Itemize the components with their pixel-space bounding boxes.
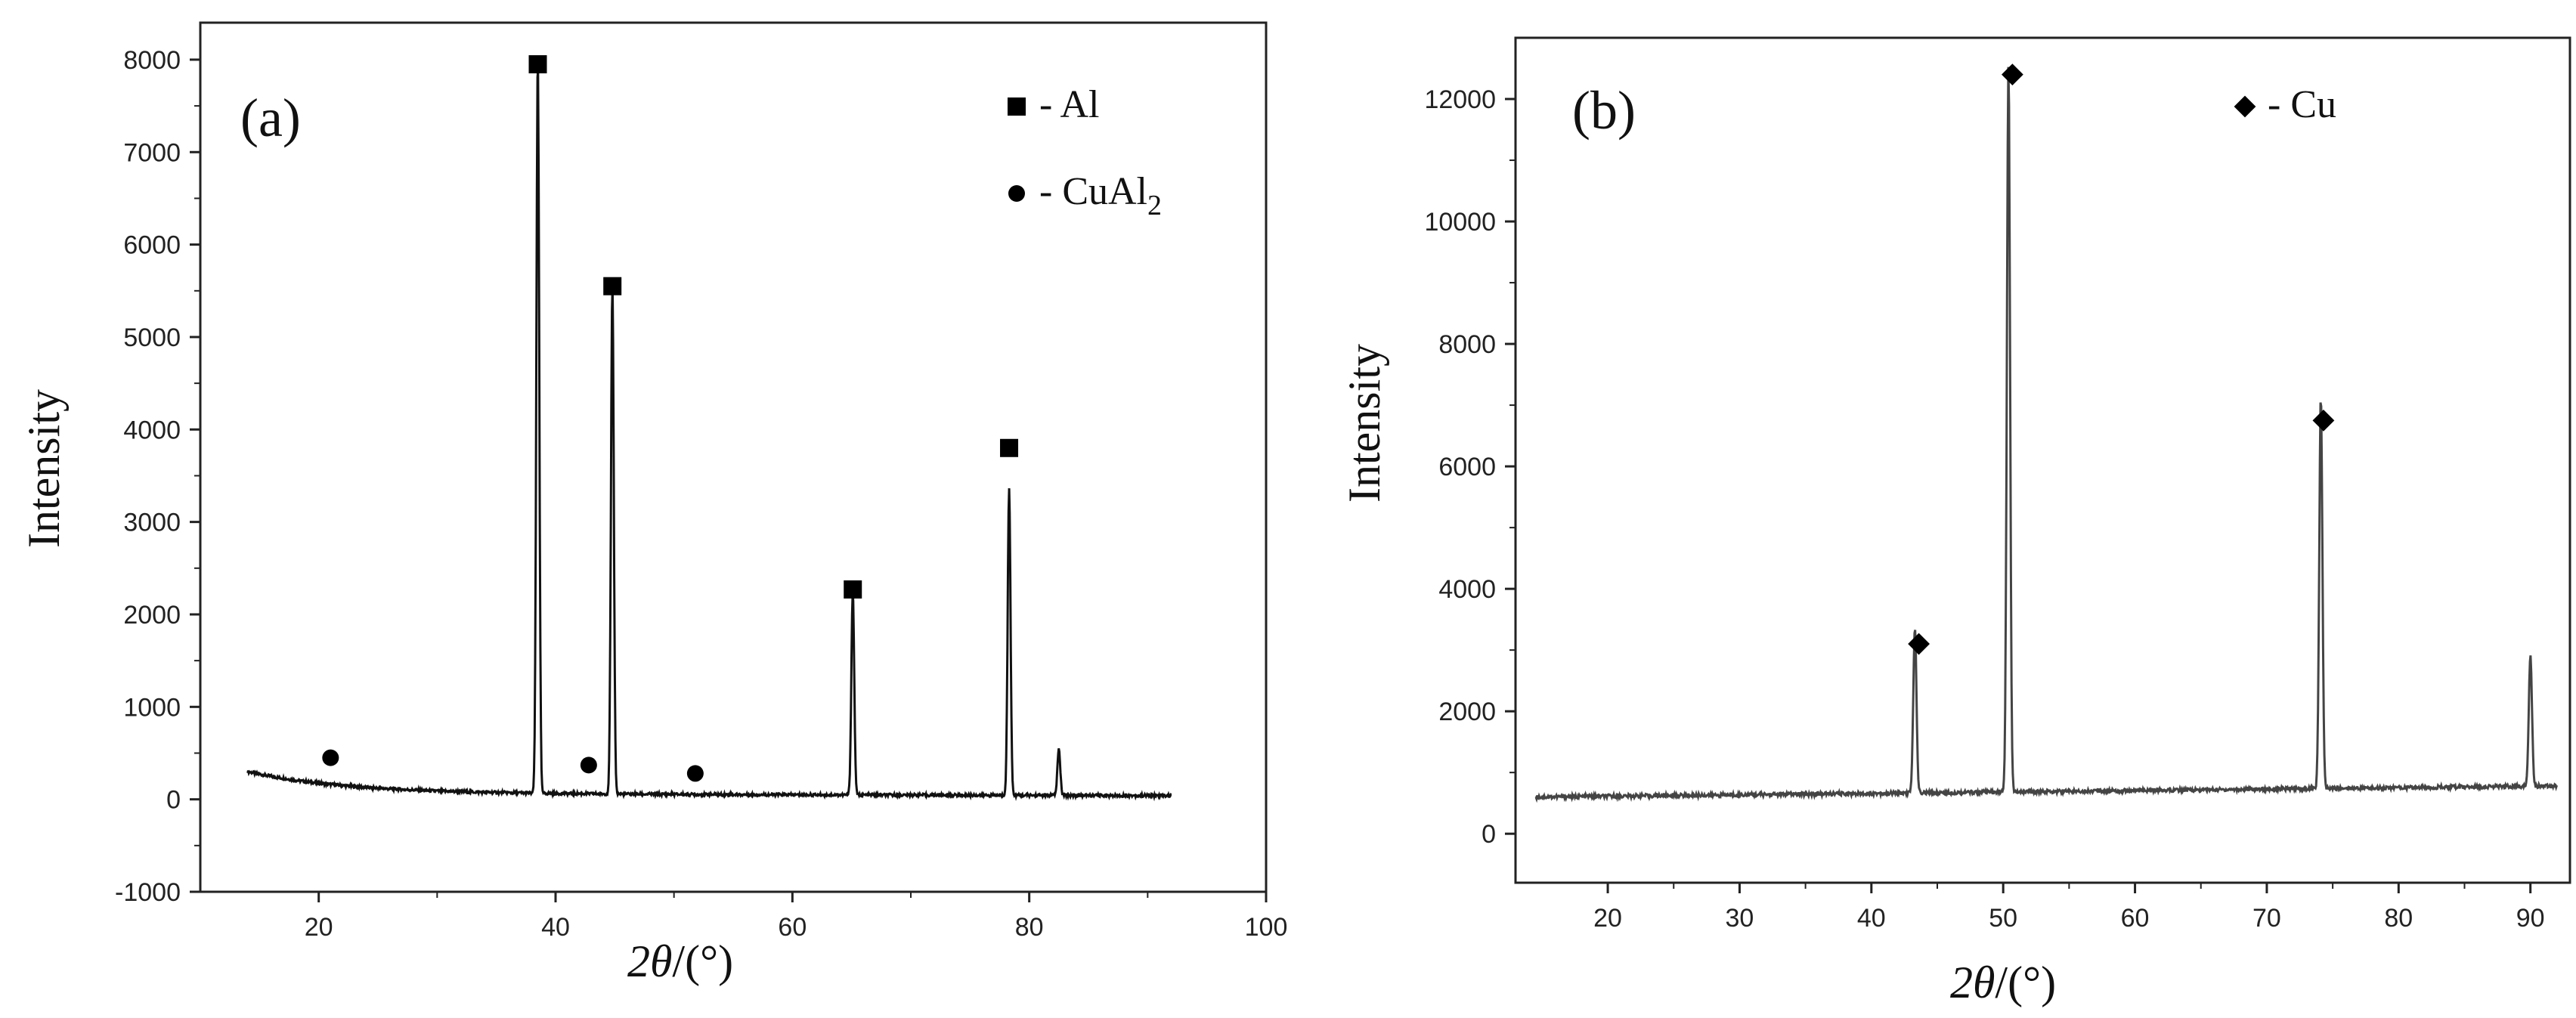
- y-tick-label: 1000: [123, 693, 181, 722]
- y-tick-label: 0: [1482, 820, 1496, 849]
- x-tick-label: 30: [1726, 904, 1754, 933]
- chart-panel-a: -1000 0 1000 2000 3000 4000 5000 6000 7000 8000 2…: [19, 21, 1288, 986]
- y-tick-label: 12000: [1424, 85, 1496, 114]
- legend-label-text: - Cu: [2268, 83, 2336, 126]
- y-tick-label: 4000: [1438, 575, 1496, 604]
- legend-symbol-circle: [1008, 185, 1025, 202]
- phase-markers-a: [322, 55, 1019, 782]
- legend-label: - Cu: [2268, 83, 2336, 126]
- legend-label-text: - CuAl: [1039, 170, 1147, 213]
- x-axis-unit-a: /(°): [672, 936, 733, 986]
- y-tick-label: 6000: [123, 231, 181, 260]
- y-axis-label-a: Intensity: [19, 389, 69, 548]
- panel-label-b: (b): [1572, 80, 1636, 141]
- chart-panel-b: 0 2000 4000 6000 8000 10000 12000 20 30 40 50 60 70…: [1339, 36, 2571, 1007]
- x-tick-label: 20: [1593, 904, 1622, 933]
- x-ticks-a: 20 40 60 80 100: [305, 892, 1288, 942]
- phase-marker-cual2: [322, 749, 339, 766]
- x-tick-label: 100: [1245, 913, 1288, 942]
- phase-marker-cu: [2312, 409, 2335, 432]
- y-tick-label: 8000: [123, 46, 181, 75]
- phase-marker-al: [603, 277, 622, 295]
- x-axis-symbol-b: 2θ: [1950, 958, 1995, 1007]
- xrd-trace-b: [1534, 67, 2559, 803]
- phase-marker-cual2: [686, 765, 704, 782]
- y-ticks-b: 0 2000 4000 6000 8000 10000 12000: [1424, 85, 1516, 849]
- legend-b: - Cu: [2234, 83, 2336, 126]
- legend-label: - Al: [1039, 83, 1099, 126]
- x-tick-label: 50: [1989, 904, 2017, 933]
- y-tick-label: 2000: [123, 601, 181, 630]
- phase-markers-b: [1908, 63, 2335, 655]
- x-axis-label-a: 2θ/(°): [627, 936, 733, 986]
- y-tick-label: 8000: [1438, 330, 1496, 359]
- x-tick-label: 80: [1015, 913, 1044, 942]
- y-tick-label: 0: [166, 786, 181, 815]
- x-tick-label: 40: [541, 913, 570, 942]
- y-tick-label: 4000: [123, 416, 181, 444]
- legend-label-text: - Al: [1039, 83, 1099, 126]
- y-tick-label: 3000: [123, 509, 181, 537]
- plot-frame-b: [1514, 36, 2571, 884]
- plot-frame-a: [199, 21, 1268, 893]
- x-tick-label: 90: [2516, 904, 2545, 933]
- y-tick-label: 5000: [123, 323, 181, 352]
- legend-a: - Al - CuAl2: [1008, 83, 1162, 221]
- legend-symbol-diamond: [2234, 95, 2256, 118]
- phase-marker-cual2: [580, 757, 597, 774]
- x-axis-label-b: 2θ/(°): [1950, 958, 2056, 1007]
- y-tick-label: 2000: [1438, 698, 1496, 726]
- phase-marker-al: [844, 580, 862, 599]
- x-ticks-b: 20 30 40 50 60 70 80 90: [1593, 883, 2545, 933]
- legend-label-subscript: 2: [1147, 190, 1162, 221]
- y-tick-label: 7000: [123, 138, 181, 167]
- x-tick-label: 60: [778, 913, 807, 942]
- phase-marker-al: [528, 55, 547, 74]
- legend-label: - CuAl2: [1039, 170, 1162, 221]
- phase-marker-cu: [1908, 633, 1930, 655]
- x-tick-label: 20: [305, 913, 333, 942]
- x-tick-label: 40: [1857, 904, 1886, 933]
- x-tick-label: 60: [2121, 904, 2150, 933]
- xrd-trace-a: [246, 70, 1172, 802]
- y-axis-label-b: Intensity: [1339, 344, 1389, 503]
- x-axis-symbol-a: 2θ: [627, 936, 672, 986]
- phase-marker-cu: [2001, 63, 2023, 86]
- legend-symbol-square: [1008, 97, 1026, 116]
- panel-label-a: (a): [240, 88, 301, 148]
- y-tick-label: 6000: [1438, 453, 1496, 481]
- x-axis-unit-b: /(°): [1995, 958, 2056, 1007]
- x-tick-label: 70: [2252, 904, 2281, 933]
- y-tick-label: -1000: [115, 878, 181, 907]
- phase-marker-al: [1000, 438, 1019, 457]
- y-tick-label: 10000: [1424, 208, 1496, 237]
- x-tick-label: 80: [2384, 904, 2413, 933]
- y-ticks-a: -1000 0 1000 2000 3000 4000 5000 6000 7000 8000: [115, 46, 200, 907]
